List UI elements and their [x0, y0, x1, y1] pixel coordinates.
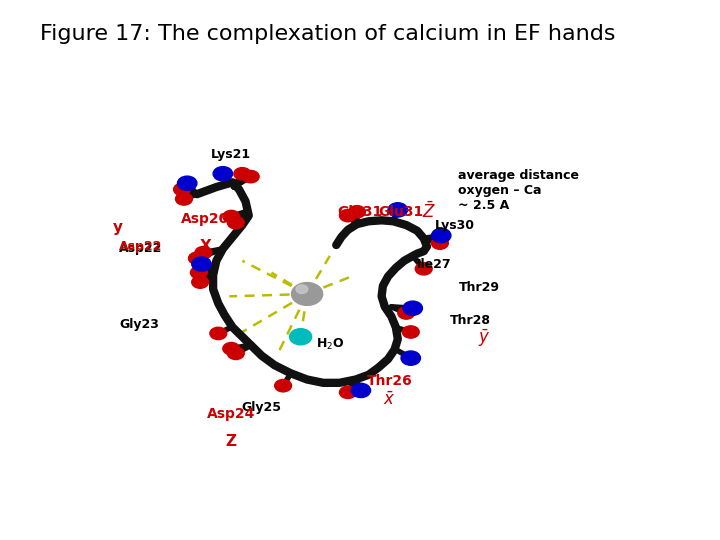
Text: Thr29: Thr29	[459, 281, 500, 294]
Circle shape	[213, 167, 233, 181]
Circle shape	[403, 301, 423, 315]
Text: Asp24: Asp24	[207, 407, 256, 421]
Circle shape	[289, 329, 312, 345]
Text: Lys21: Lys21	[211, 148, 251, 161]
Circle shape	[398, 307, 415, 319]
Circle shape	[234, 167, 251, 180]
Circle shape	[223, 211, 240, 222]
Circle shape	[190, 266, 207, 279]
Circle shape	[431, 237, 449, 249]
Text: Asp20: Asp20	[181, 212, 230, 226]
Circle shape	[210, 327, 227, 340]
Circle shape	[351, 383, 371, 397]
Circle shape	[195, 246, 212, 259]
Circle shape	[388, 202, 408, 217]
Circle shape	[177, 176, 197, 191]
Circle shape	[296, 285, 307, 294]
Circle shape	[192, 257, 211, 271]
Text: Z: Z	[226, 434, 237, 449]
Circle shape	[348, 206, 366, 218]
Text: Asp22: Asp22	[120, 240, 163, 253]
Text: Lys30: Lys30	[435, 219, 474, 232]
Circle shape	[431, 228, 451, 242]
Circle shape	[242, 171, 259, 183]
Text: Gly25: Gly25	[242, 401, 282, 414]
Text: Glu31: Glu31	[338, 205, 383, 219]
Circle shape	[174, 183, 191, 195]
Circle shape	[189, 252, 205, 265]
Text: X: X	[199, 239, 211, 254]
Circle shape	[228, 217, 244, 229]
Circle shape	[402, 326, 419, 338]
Circle shape	[292, 282, 323, 306]
Text: Figure 17: The complexation of calcium in EF hands: Figure 17: The complexation of calcium i…	[40, 24, 615, 44]
Text: Gly23: Gly23	[120, 319, 159, 332]
Circle shape	[176, 193, 192, 205]
Text: $\bar{x}$: $\bar{x}$	[383, 391, 395, 409]
Text: Glu31: Glu31	[379, 205, 423, 219]
Circle shape	[340, 210, 356, 222]
Text: H$_2$O: H$_2$O	[315, 338, 344, 353]
Circle shape	[228, 347, 244, 360]
Circle shape	[275, 380, 292, 392]
Circle shape	[223, 342, 240, 355]
Circle shape	[192, 276, 209, 288]
Circle shape	[340, 386, 356, 399]
Text: Thr26: Thr26	[366, 374, 413, 388]
Circle shape	[401, 351, 420, 365]
Text: Asp22: Asp22	[120, 242, 163, 255]
Text: average distance
oxygen – Ca
~ 2.5 A: average distance oxygen – Ca ~ 2.5 A	[458, 169, 579, 212]
Text: $\bar{y}$: $\bar{y}$	[477, 327, 490, 349]
Text: $\bar{Z}$: $\bar{Z}$	[423, 201, 436, 222]
Text: Thr28: Thr28	[449, 314, 490, 327]
Circle shape	[415, 262, 432, 275]
Text: y: y	[113, 220, 122, 235]
Text: Ile27: Ile27	[418, 258, 452, 271]
